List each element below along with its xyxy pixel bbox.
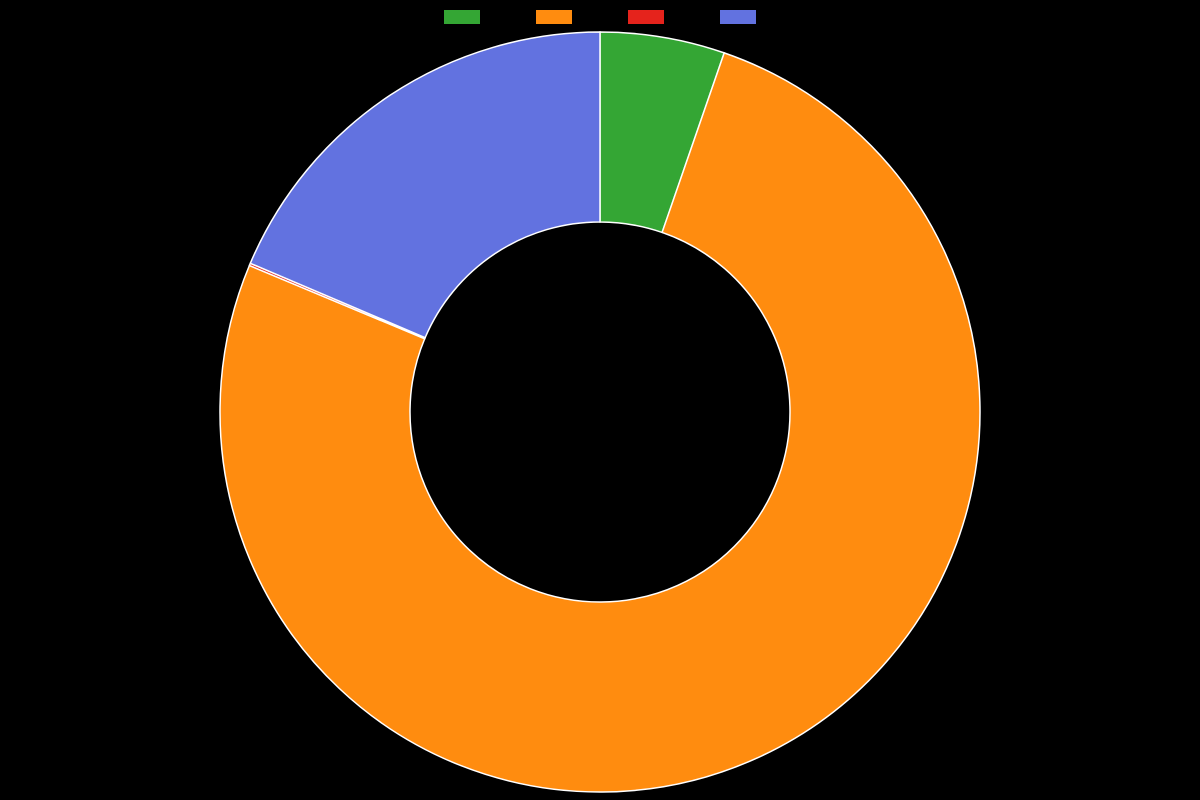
donut-chart: [0, 0, 1200, 800]
chart-container: [0, 0, 1200, 800]
